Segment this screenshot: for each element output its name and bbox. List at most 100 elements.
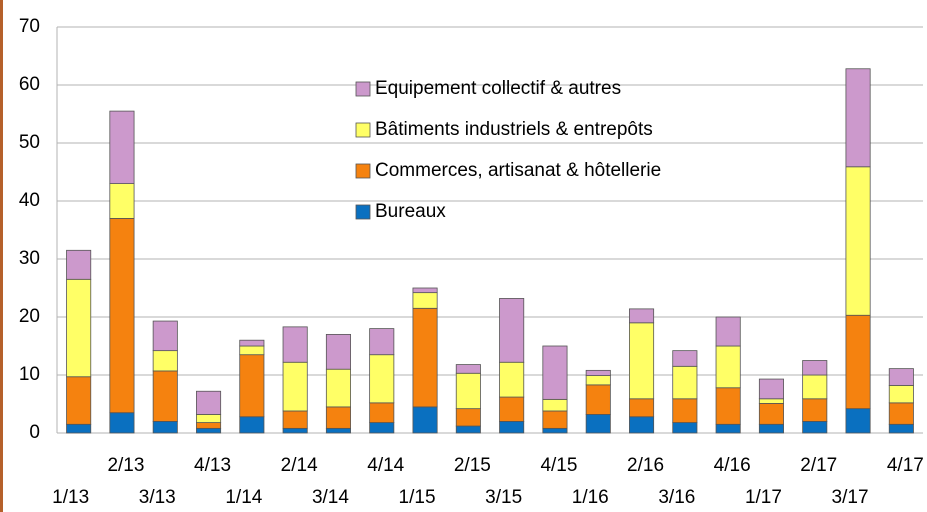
x-tick-label: 2/14 xyxy=(281,455,318,476)
legend-label: Bureaux xyxy=(375,201,446,222)
bar-segment xyxy=(239,345,265,356)
x-tick-label: 2/17 xyxy=(800,455,837,476)
bar-segment xyxy=(152,320,178,352)
bar-segment xyxy=(325,406,351,429)
bar-segment xyxy=(542,398,568,412)
x-tick-label: 4/13 xyxy=(194,455,231,476)
bar-segment xyxy=(412,287,438,294)
x-tick-label: 1/15 xyxy=(399,487,436,508)
bar-segment xyxy=(499,420,525,434)
bar-segment xyxy=(542,427,568,434)
bar-segment xyxy=(66,376,92,425)
x-tick-label: 3/13 xyxy=(139,487,176,508)
x-tick-label: 1/13 xyxy=(52,487,89,508)
x-tick-label: 1/14 xyxy=(225,487,262,508)
bar-segment xyxy=(845,408,871,434)
bar-segment xyxy=(499,361,525,398)
bar-segment xyxy=(629,308,655,324)
bar-segment xyxy=(758,403,784,425)
legend-swatch xyxy=(355,81,371,97)
legend-label: Bâtiments industriels & entrepôts xyxy=(375,119,653,140)
border xyxy=(0,0,3,512)
bar-segment xyxy=(412,292,438,309)
bar-segment xyxy=(758,423,784,434)
bar-segment xyxy=(629,398,655,418)
bar-segment xyxy=(196,390,222,415)
bar-segment xyxy=(845,166,871,316)
x-tick-label: 3/14 xyxy=(312,487,349,508)
bar-segment xyxy=(196,414,222,423)
bar-segment xyxy=(715,387,741,425)
x-tick-label: 4/17 xyxy=(887,455,924,476)
x-tick-label: 4/15 xyxy=(540,455,577,476)
legend-label: Commerces, artisanat & hôtellerie xyxy=(375,160,661,181)
bar-segment xyxy=(369,354,395,404)
bar-segment xyxy=(455,364,481,374)
bar-segment xyxy=(239,354,265,418)
bar-segment xyxy=(369,328,395,356)
bar-segment xyxy=(66,278,92,378)
bar-segment xyxy=(715,423,741,434)
bar-segment xyxy=(888,368,914,386)
bar-segment xyxy=(758,378,784,400)
bar-segment xyxy=(715,345,741,389)
x-tick-label: 2/15 xyxy=(454,455,491,476)
bar-segment xyxy=(888,402,914,425)
bar-segment xyxy=(455,408,481,427)
y-tick-label: 30 xyxy=(19,248,40,269)
bar-segment xyxy=(845,68,871,168)
bar-segment xyxy=(888,385,914,404)
bar-segment xyxy=(239,416,265,434)
bar-segment xyxy=(109,183,135,219)
x-tick-label: 3/15 xyxy=(485,487,522,508)
bar-segment xyxy=(499,396,525,422)
bar-segment xyxy=(542,345,568,400)
bar-segment xyxy=(325,368,351,408)
legend-swatch xyxy=(355,163,371,179)
bar-segment xyxy=(282,361,308,412)
bar-segment xyxy=(282,410,308,429)
bar-segment xyxy=(152,370,178,422)
bar-segment xyxy=(455,425,481,434)
bar-segment xyxy=(369,422,395,434)
bar-segment xyxy=(109,217,135,414)
y-tick-label: 70 xyxy=(19,16,40,37)
x-tick-label: 1/17 xyxy=(745,487,782,508)
legend-swatch xyxy=(355,204,371,220)
bar-segment xyxy=(715,316,741,347)
y-tick-label: 50 xyxy=(19,132,40,153)
bar-segment xyxy=(802,360,828,376)
bar-segment xyxy=(802,398,828,422)
y-tick-label: 10 xyxy=(19,364,40,385)
bar-segment xyxy=(672,350,698,367)
bar-segment xyxy=(802,420,828,434)
bar-segment xyxy=(499,298,525,363)
bar-segment xyxy=(412,406,438,434)
legend-swatch xyxy=(355,122,371,138)
bar-segment xyxy=(585,414,611,434)
bar-segment xyxy=(109,412,135,434)
bar-segment xyxy=(672,365,698,400)
bar-segment xyxy=(152,420,178,434)
bar-segment xyxy=(629,322,655,400)
bar-segment xyxy=(109,110,135,184)
bar-segment xyxy=(629,416,655,434)
bar-segment xyxy=(325,427,351,434)
bar-segment xyxy=(66,423,92,434)
x-tick-label: 3/16 xyxy=(658,487,695,508)
bar-segment xyxy=(845,314,871,410)
x-tick-label: 3/17 xyxy=(832,487,869,508)
bar-segment xyxy=(802,374,828,400)
bar-segment xyxy=(542,410,568,429)
bar-segment xyxy=(282,326,308,363)
bar-segment xyxy=(325,333,351,370)
x-tick-label: 2/13 xyxy=(107,455,144,476)
y-tick-label: 20 xyxy=(19,306,40,327)
y-tick-label: 60 xyxy=(19,74,40,95)
bar-segment xyxy=(758,398,784,404)
bar-segment xyxy=(888,423,914,434)
bar-segment xyxy=(412,307,438,408)
x-tick-label: 2/16 xyxy=(627,455,664,476)
bar-segment xyxy=(585,369,611,376)
